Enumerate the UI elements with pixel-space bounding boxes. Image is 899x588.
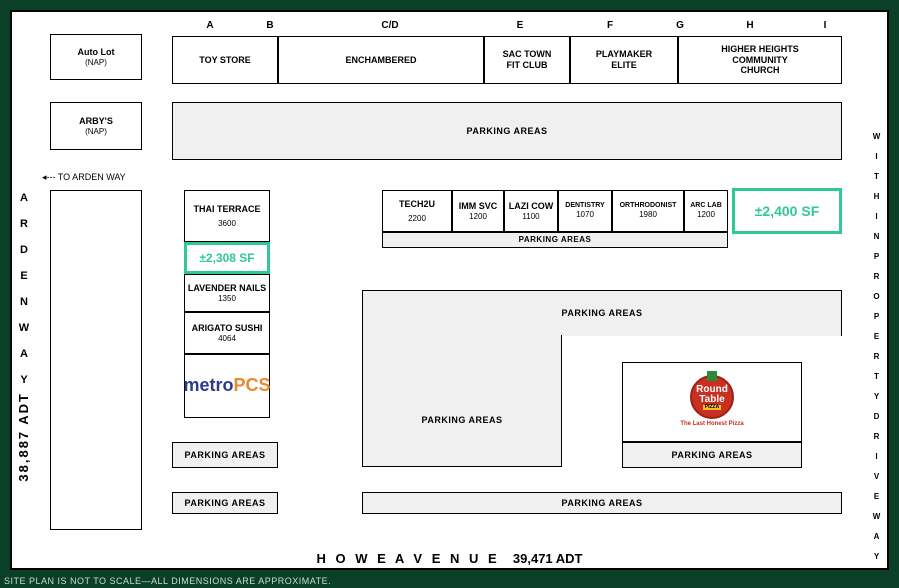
seam-cover [363, 334, 561, 336]
disclaimer: SITE PLAN IS NOT TO SCALE—ALL DIMENSIONS… [4, 576, 331, 586]
lazi-cow: LAZI COW1100 [504, 190, 558, 232]
driveway-label: W I T H I N P R O P E R T Y D R I V E W … [872, 132, 881, 562]
parking-L-bottom: PARKING AREAS [362, 335, 562, 467]
auto-lot-nap: Auto Lot (NAP) [50, 34, 142, 80]
metro-pcs: metroPCS [184, 354, 270, 418]
site-plan: A B C/D E F G H I Auto Lot (NAP) ARBY'S … [10, 10, 889, 570]
parking-left-small: PARKING AREAS [172, 442, 278, 468]
howe-avenue: H O W E A V E N U E 39,471 ADT [12, 551, 887, 566]
arden-way-label: A R D E N W A Y [18, 192, 30, 387]
arden-adt: 38,887 ADT [16, 392, 31, 482]
available-2308: ±2,308 SF [184, 242, 270, 274]
imm-svc: IMM SVC1200 [452, 190, 504, 232]
arbys-nap: ARBY'S (NAP) [50, 102, 142, 150]
arigato-sushi: ARIGATO SUSHI 4064 [184, 312, 270, 354]
parking-rt: PARKING AREAS [622, 442, 802, 468]
sac-town: SAC TOWN FIT CLUB [484, 36, 570, 84]
available-2400: ±2,400 SF [732, 188, 842, 234]
parking-bottom-left: PARKING AREAS [172, 492, 278, 514]
arden-arrow: ◂--- TO ARDEN WAY [42, 172, 126, 183]
parking-mid-strip: PARKING AREAS [382, 232, 728, 248]
dentistry: DENTISTRY1070 [558, 190, 612, 232]
arc-lab: ARC LAB1200 [684, 190, 728, 232]
round-table: Round Table PIZZA The Last Honest Pizza [622, 362, 802, 442]
arden-road-box [50, 190, 142, 530]
church: HIGHER HEIGHTS COMMUNITY CHURCH [678, 36, 842, 84]
enchambered: ENCHAMBERED [278, 36, 484, 84]
round-table-logo: Round Table PIZZA The Last Honest Pizza [680, 375, 743, 428]
column-headers: A B C/D E F G H I [185, 20, 855, 31]
parking-bottom: PARKING AREAS [362, 492, 842, 514]
tech2u: TECH2U2200 [382, 190, 452, 232]
ortho: ORTHRODONIST1980 [612, 190, 684, 232]
parking-top: PARKING AREAS [172, 102, 842, 160]
toy-store: TOY STORE [172, 36, 278, 84]
playmaker: PLAYMAKER ELITE [570, 36, 678, 84]
metro-pcs-logo: metroPCS [183, 375, 270, 397]
thai-terrace: THAI TERRACE 3600 [184, 190, 270, 242]
parking-L-top: PARKING AREAS [362, 290, 842, 336]
outer-frame: A B C/D E F G H I Auto Lot (NAP) ARBY'S … [0, 0, 899, 588]
lavender-nails: LAVENDER NAILS 1350 [184, 274, 270, 312]
